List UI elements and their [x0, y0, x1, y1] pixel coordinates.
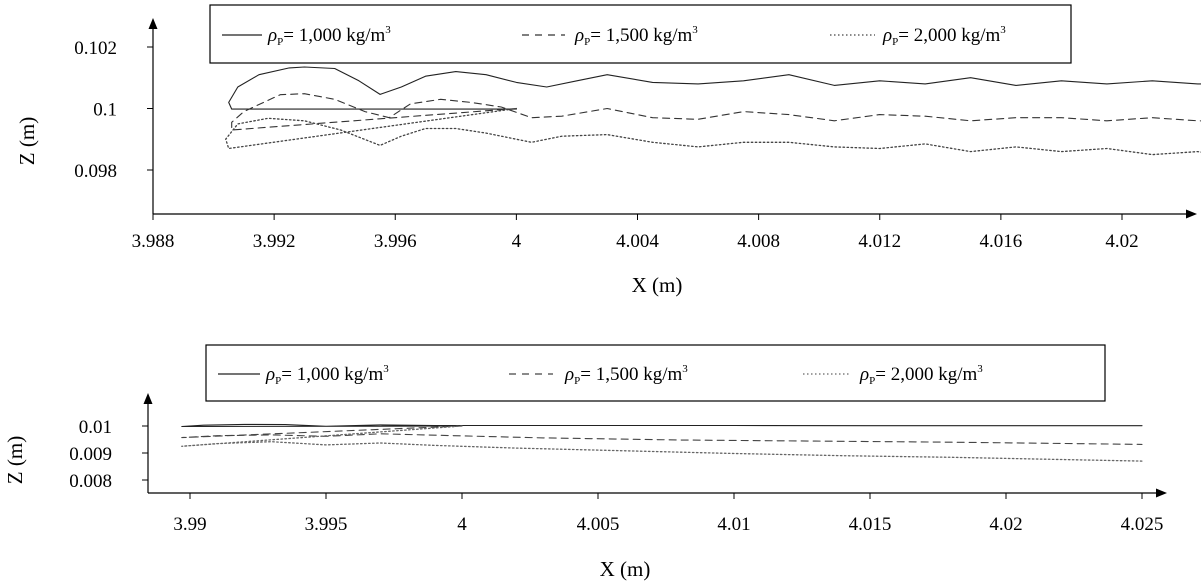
x-tick-label: 3.99 [173, 514, 206, 535]
chart-2: 3.99 3.995 4 4.005 4.01 4.015 4.02 4.025 0.008 0.… [3, 344, 1167, 581]
y-axis-label: Z (m) [3, 436, 27, 484]
series-line-1 [228, 66, 1201, 110]
legend-entry-2: ρP= 1,500 kg/m3 [574, 24, 698, 48]
legend-entry-3: ρP= 2,000 kg/m3 [882, 24, 1006, 48]
legend-superscript: 3 [977, 363, 983, 375]
legend: ρP= 1,000 kg/m3 ρP= 1,500 kg/m3 ρP= 2,000 … [205, 344, 1106, 402]
legend-superscript: 3 [385, 24, 391, 36]
series-line-3 [225, 107, 1201, 156]
legend-value: = 2,000 kg/m [875, 364, 977, 385]
x-tick-label: 4.016 [980, 231, 1023, 252]
x-tick-label: 3.995 [305, 514, 348, 535]
x-tick-label: 3.988 [132, 231, 175, 252]
legend-value: = 2,000 kg/m [898, 25, 1000, 46]
legend-symbol: ρ [564, 364, 574, 385]
x-tick-label: 4.015 [849, 514, 892, 535]
x-tick-label: 3.992 [253, 231, 296, 252]
y-tick-label: 0.008 [69, 471, 112, 492]
legend-entry-3: ρP= 2,000 kg/m3 [859, 363, 983, 387]
x-tick-label: 4.01 [717, 514, 750, 535]
legend-entry-1: ρP= 1,000 kg/m3 [267, 24, 391, 48]
legend-subscript: P [275, 375, 281, 387]
legend-subscript: P [574, 375, 580, 387]
y-tick-label: 0.1 [93, 100, 117, 121]
legend-value: = 1,500 kg/m [580, 364, 682, 385]
legend-superscript: 3 [383, 363, 389, 375]
x-axis-arrow [1156, 488, 1167, 498]
x-axis-label: X (m) [632, 273, 683, 297]
legend-symbol: ρ [574, 25, 584, 46]
x-tick-label: 4 [512, 231, 522, 252]
legend-entry-2: ρP= 1,500 kg/m3 [564, 363, 688, 387]
series-line-3 [181, 425, 1143, 462]
series-line-2 [231, 93, 1201, 131]
x-tick-label: 4.005 [577, 514, 620, 535]
legend-subscript: P [584, 36, 590, 48]
legend-symbol: ρ [267, 25, 277, 46]
x-tick-label: 4.02 [1105, 231, 1138, 252]
legend-subscript: P [277, 36, 283, 48]
legend-box [209, 4, 1072, 64]
legend-symbol: ρ [265, 364, 275, 385]
legend-subscript: P [892, 36, 898, 48]
y-tick-label: 0.01 [79, 417, 112, 438]
chart-1: 3.988 3.992 3.996 4 4.004 4.008 4.012 4.016 4.02… [15, 4, 1201, 297]
y-axis-label: Z (m) [15, 117, 39, 165]
x-axis-arrow [1186, 209, 1197, 219]
x-axis-label: X (m) [600, 557, 651, 581]
x-tick-label: 4.004 [616, 231, 659, 252]
legend-symbol: ρ [882, 25, 892, 46]
x-tick-label: 4.02 [989, 514, 1022, 535]
x-tick-label: 4 [457, 514, 467, 535]
legend-superscript: 3 [1000, 24, 1006, 36]
legend-entry-1: ρP= 1,000 kg/m3 [265, 363, 389, 387]
legend-superscript: 3 [682, 363, 688, 375]
series-line-2 [181, 425, 1143, 445]
legend: ρP= 1,000 kg/m3 ρP= 1,500 kg/m3 ρP= 2,000 … [209, 4, 1072, 64]
legend-superscript: 3 [692, 24, 698, 36]
y-tick-label: 0.009 [69, 444, 112, 465]
y-tick-label: 0.102 [74, 38, 117, 59]
legend-subscript: P [869, 375, 875, 387]
legend-value: = 1,500 kg/m [590, 25, 692, 46]
x-tick-label: 4.012 [858, 231, 901, 252]
legend-symbol: ρ [859, 364, 869, 385]
y-tick-label: 0.098 [74, 161, 117, 182]
series-line-1 [181, 423, 1143, 428]
legend-value: = 1,000 kg/m [281, 364, 383, 385]
x-tick-label: 4.008 [737, 231, 780, 252]
y-axis-arrow [143, 393, 153, 404]
y-axis-arrow [148, 18, 158, 29]
x-tick-label: 4.025 [1121, 514, 1164, 535]
legend-value: = 1,000 kg/m [283, 25, 385, 46]
x-tick-label: 3.996 [374, 231, 417, 252]
legend-box [205, 344, 1106, 402]
